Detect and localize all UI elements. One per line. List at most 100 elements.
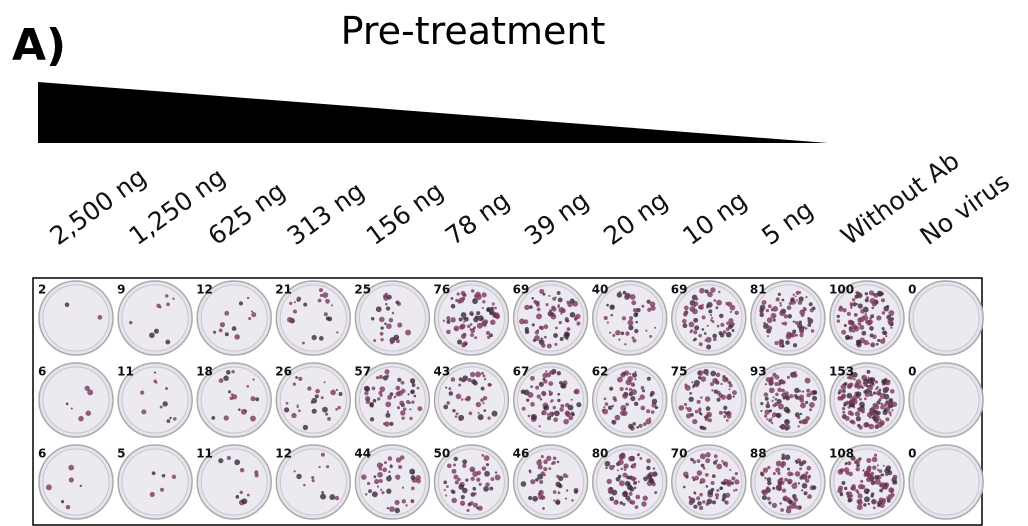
- plaque: [692, 419, 697, 424]
- plaque: [605, 467, 608, 470]
- plaque: [699, 288, 705, 294]
- plaque: [792, 329, 796, 333]
- plaque: [492, 411, 498, 417]
- plaque: [475, 372, 481, 378]
- plaque: [707, 292, 713, 298]
- plaque: [296, 474, 301, 479]
- plaque: [684, 384, 687, 387]
- plaque: [327, 417, 331, 421]
- plaque: [532, 496, 538, 502]
- plaque: [534, 335, 540, 341]
- plaque: [612, 420, 617, 425]
- plaque: [635, 495, 640, 500]
- plaque: [481, 387, 485, 391]
- plaque: [574, 490, 578, 494]
- plaque: [806, 389, 810, 393]
- plaque: [871, 472, 875, 476]
- plaque: [543, 473, 546, 476]
- count: 40: [592, 283, 609, 297]
- plaque: [487, 416, 490, 419]
- plaque: [553, 333, 558, 338]
- plaque: [865, 320, 868, 323]
- plaque: [695, 410, 698, 413]
- plaque: [852, 298, 855, 301]
- plaque: [544, 405, 549, 410]
- plaque: [492, 302, 495, 305]
- plaque: [785, 409, 790, 414]
- plaque: [607, 479, 612, 484]
- plaque: [396, 457, 401, 462]
- plaque: [689, 331, 691, 333]
- plaque: [295, 376, 298, 379]
- plaque: [307, 386, 311, 390]
- plaque: [854, 460, 858, 464]
- plaque: [568, 405, 574, 411]
- plaque: [553, 417, 558, 422]
- plaque: [155, 382, 157, 384]
- plaque: [392, 312, 395, 315]
- plaque: [716, 489, 719, 492]
- plaque: [879, 419, 881, 421]
- plaque: [844, 487, 847, 490]
- plaque: [315, 394, 319, 398]
- plaque: [880, 503, 885, 508]
- plaque: [613, 500, 618, 505]
- plaque: [864, 488, 870, 494]
- plaque: [474, 492, 477, 495]
- count: 80: [592, 447, 609, 461]
- plaque: [471, 313, 474, 316]
- plaque: [641, 305, 644, 308]
- plaque: [620, 468, 623, 471]
- panel-label: A): [12, 20, 66, 71]
- plaque: [882, 327, 885, 330]
- plaque: [335, 496, 339, 500]
- plaque: [777, 399, 782, 404]
- plaque: [129, 321, 132, 324]
- plaque: [762, 300, 767, 305]
- plaque: [472, 471, 478, 477]
- plaque: [162, 474, 166, 478]
- plaque: [779, 302, 781, 304]
- plaque: [781, 394, 783, 396]
- plaque: [463, 320, 465, 322]
- plaque: [336, 331, 338, 333]
- plaque: [66, 403, 69, 406]
- plaque: [717, 325, 720, 328]
- plaque: [303, 484, 306, 487]
- plaque: [859, 425, 863, 429]
- plaque: [377, 472, 383, 478]
- plaque: [476, 402, 481, 407]
- plaque: [858, 303, 863, 308]
- plaque: [735, 472, 738, 475]
- plaque: [764, 414, 767, 417]
- plaque: [629, 492, 633, 496]
- plaque: [560, 337, 564, 341]
- plaque: [547, 344, 552, 349]
- plaque: [798, 482, 800, 484]
- count: 0: [908, 283, 916, 297]
- plaque: [863, 340, 868, 345]
- plaque: [788, 500, 792, 504]
- plaque: [865, 292, 868, 295]
- figure: A) Pre-treatment 2,500 ng1,250 ng625 ng3…: [0, 0, 1028, 526]
- plaque: [716, 300, 722, 306]
- plaque: [620, 387, 624, 391]
- plaque: [482, 466, 487, 471]
- plaque: [635, 371, 637, 373]
- plaque: [795, 334, 798, 337]
- plaque: [842, 308, 846, 312]
- plaque: [787, 305, 792, 310]
- plaque: [842, 389, 846, 393]
- plaque: [337, 406, 340, 409]
- plaque: [689, 322, 695, 328]
- plaque: [784, 424, 790, 430]
- plaque: [629, 316, 633, 320]
- plaque: [446, 401, 450, 405]
- plaque: [772, 306, 778, 312]
- plaque: [861, 331, 866, 336]
- plaque: [857, 318, 862, 323]
- count: 0: [908, 365, 916, 379]
- plaque: [771, 422, 773, 424]
- count: 62: [592, 365, 609, 379]
- plaque: [712, 334, 717, 339]
